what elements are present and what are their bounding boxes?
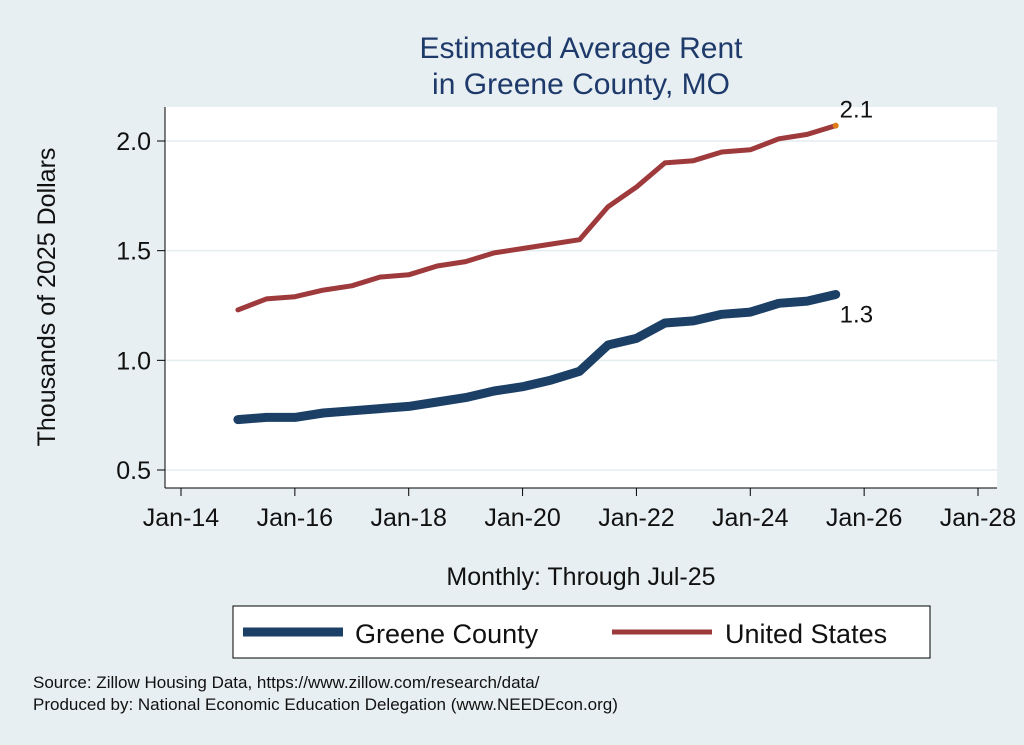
x-tick-label-Jan-28: Jan-28 bbox=[940, 504, 1016, 532]
x-axis-label: Monthly: Through Jul-25 bbox=[446, 563, 715, 591]
series-layer: 1.3 2.1 bbox=[233, 97, 873, 425]
x-tick-label-Jan-16: Jan-16 bbox=[257, 504, 333, 532]
chart-title-line-2: in Greene County, MO bbox=[432, 68, 730, 101]
series-line-greene-county bbox=[233, 290, 841, 425]
produced-by-note: Produced by: National Economic Education… bbox=[33, 695, 618, 714]
gridlines bbox=[165, 140, 997, 471]
plot-area bbox=[165, 107, 997, 488]
y-tick-label-1.0: 1.0 bbox=[116, 347, 151, 375]
x-tick-label-Jan-26: Jan-26 bbox=[826, 504, 902, 532]
x-tick-label-Jan-14: Jan-14 bbox=[143, 504, 220, 532]
chart-title-line-1: Estimated Average Rent bbox=[420, 32, 744, 65]
x-tick-label-Jan-22: Jan-22 bbox=[598, 504, 674, 532]
series-line-united-states bbox=[235, 123, 839, 313]
y-tick-label-0.5: 0.5 bbox=[116, 457, 151, 485]
y-axis-label: Thousands of 2025 Dollars bbox=[33, 148, 61, 447]
y-tick-label-2.0: 2.0 bbox=[116, 128, 151, 156]
x-tick-label-Jan-20: Jan-20 bbox=[484, 504, 560, 532]
end-value-label-united-states: 2.1 bbox=[840, 97, 873, 124]
x-tick-label-Jan-18: Jan-18 bbox=[370, 504, 446, 532]
legend: Greene County United States bbox=[232, 605, 931, 659]
us-endpoint-marker bbox=[832, 122, 839, 129]
y-tick-label-1.5: 1.5 bbox=[116, 238, 151, 266]
end-value-label-greene-county: 1.3 bbox=[840, 302, 873, 329]
x-tick-label-Jan-24: Jan-24 bbox=[712, 504, 789, 532]
x-axis-ticks: Jan-14 Jan-16 Jan-18 Jan-20 Jan-22 Jan-24 Jan-… bbox=[143, 488, 1016, 532]
legend-box bbox=[232, 605, 931, 659]
legend-label-greene-county: Greene County bbox=[355, 619, 539, 649]
legend-label-united-states: United States bbox=[725, 619, 887, 649]
source-note: Source: Zillow Housing Data, https://www… bbox=[33, 673, 540, 692]
y-axis-ticks: 0.5 1.0 1.5 2.0 bbox=[116, 128, 165, 485]
